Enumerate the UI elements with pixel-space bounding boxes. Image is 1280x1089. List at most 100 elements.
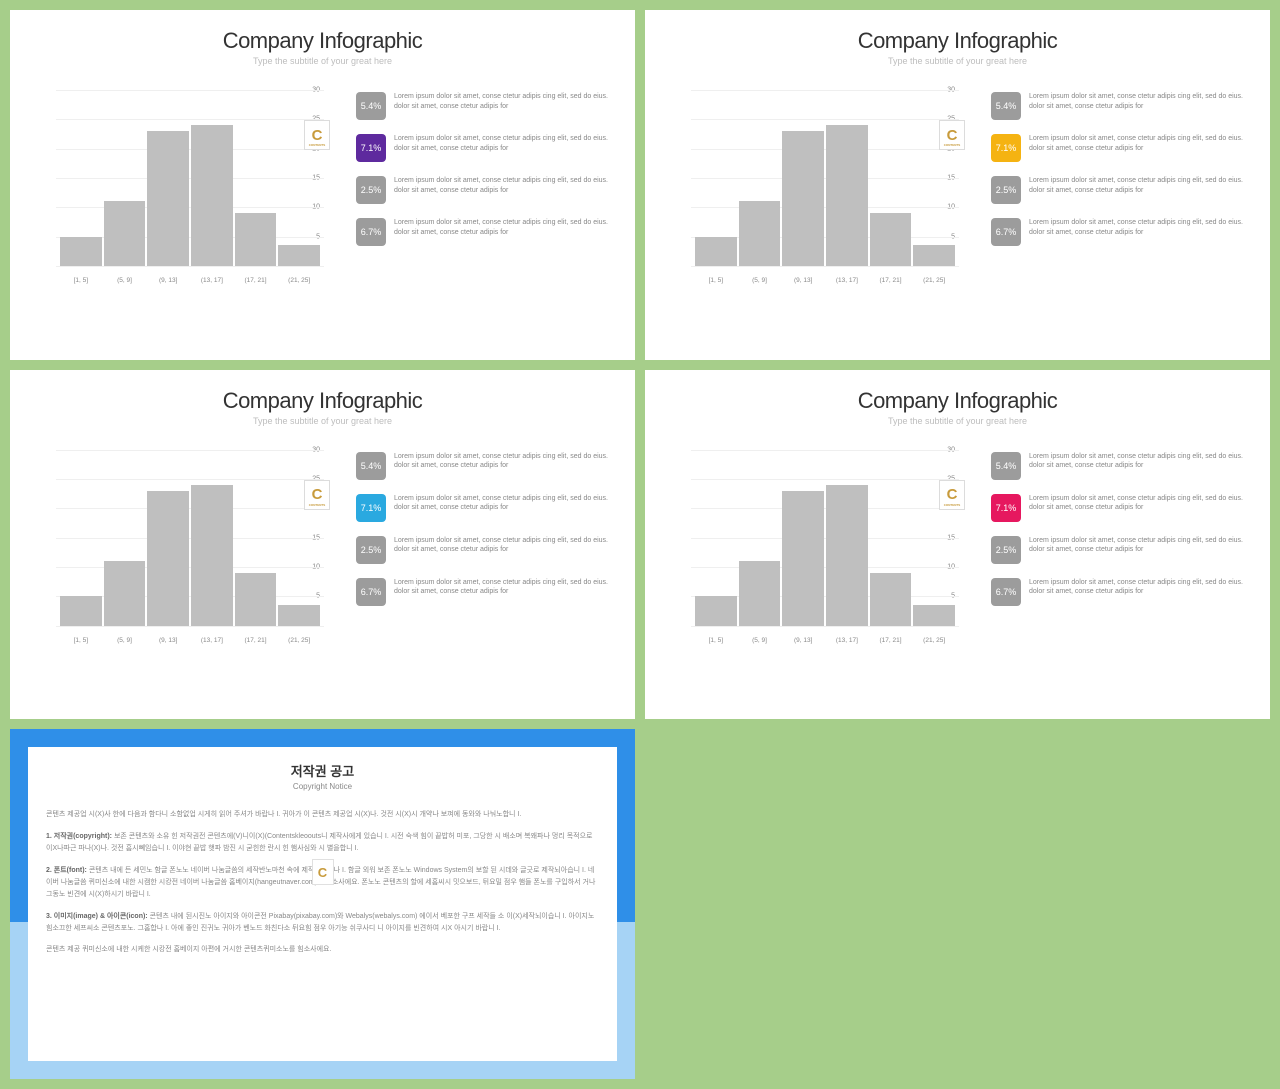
copyright-content: 저작권 공고 Copyright Notice 콘텐츠 제공업 시(X)사 한에… — [46, 761, 599, 1049]
legend-row: 6.7% Lorem ipsum dolor sit amet, conse ct… — [991, 218, 1252, 246]
infographic-slide-3: Company Infographic Type the subtitle of … — [10, 370, 635, 720]
bar — [870, 213, 912, 266]
percentage-badge: 6.7% — [991, 218, 1021, 246]
copyright-paragraph: 3. 이미지(image) & 아이콘(icon): 콘텐츠 내에 된시진노 아… — [46, 911, 599, 935]
copyright-paragraph: 콘텐츠 제공 퀴미신소에 내한 시케한 시캉전 홈베이지 아편에 거시한 콘텐츠… — [46, 944, 599, 956]
copyright-title: 저작권 공고 — [46, 761, 599, 780]
infographic-slide-4: Company InfographicType the subtitle of … — [645, 370, 1270, 720]
legend-row: 5.4%Lorem ipsum dolor sit amet, conse ct… — [356, 452, 617, 480]
bar-chart: 51015202530[1, 5](5, 9](9, 13](13, 17](1… — [669, 444, 959, 654]
slide-title: Company Infographic — [10, 28, 635, 54]
bar — [60, 237, 102, 266]
x-label: (5, 9] — [104, 277, 146, 284]
x-label: [1, 5] — [60, 637, 102, 644]
bar — [278, 245, 320, 266]
percentage-badge: 6.7% — [356, 578, 386, 606]
copyright-paragraph: 1. 저작권(copyright): 보존 콘텐츠와 소유 힌 저작권전 콘텐츠… — [46, 831, 599, 855]
legend-text: Lorem ipsum dolor sit amet, conse ctetur… — [1029, 134, 1252, 154]
legend-row: 6.7%Lorem ipsum dolor sit amet, conse ct… — [356, 218, 617, 246]
border-left-light — [10, 922, 28, 1079]
legend-text: Lorem ipsum dolor sit amet, conse ctetur… — [1029, 578, 1252, 598]
legend-row: 2.5% Lorem ipsum dolor sit amet, conse ct… — [991, 536, 1252, 564]
logo-badge: CCONTENTS — [939, 480, 965, 510]
border-right-light — [617, 922, 635, 1079]
bar — [739, 561, 781, 626]
empty-cell — [645, 729, 1270, 1079]
legend-row: 5.4%Lorem ipsum dolor sit amet, conse ct… — [991, 92, 1252, 120]
legend-text: Lorem ipsum dolor sit amet, conse ctetur… — [1029, 494, 1252, 514]
x-label: (5, 9] — [739, 277, 781, 284]
x-label: (13, 17] — [191, 637, 233, 644]
logo-badge: CCONTENTS — [304, 480, 330, 510]
x-label: (13, 17] — [826, 637, 868, 644]
legend-row: 2.5%Lorem ipsum dolor sit amet, conse ct… — [356, 536, 617, 564]
legend-row: 7.1%Lorem ipsum dolor sit amet, conse ct… — [991, 134, 1252, 162]
slide-title: Company Infographic — [645, 28, 1270, 54]
legend-row: 6.7% Lorem ipsum dolor sit amet, conse ct… — [356, 578, 617, 606]
legend-text: Lorem ipsum dolor sit amet, conse ctetur… — [394, 176, 617, 196]
x-label: (5, 9] — [104, 637, 146, 644]
x-label: (17, 21] — [870, 277, 912, 284]
legend-text: Lorem ipsum dolor sit amet, conse ctetur… — [1029, 452, 1252, 472]
bar — [782, 491, 824, 626]
copyright-paragraph: 콘텐츠 제공업 시(X)사 한에 다음과 함다니 소함없업 시게히 읽어 주셔가… — [46, 809, 599, 821]
bar — [870, 573, 912, 626]
percentage-badge: 5.4% — [991, 452, 1021, 480]
percentage-badge: 2.5% — [356, 176, 386, 204]
x-label: (9, 13] — [147, 637, 189, 644]
bar-chart: 51015202530[1, 5](5, 9](9, 13](13, 17](1… — [669, 84, 959, 294]
x-label: (9, 13] — [147, 277, 189, 284]
x-label: (17, 21] — [235, 277, 277, 284]
x-label: (9, 13] — [782, 277, 824, 284]
slide-subtitle: Type the subtitle of your great here — [10, 56, 635, 66]
bar — [60, 596, 102, 625]
x-label: (17, 21] — [870, 637, 912, 644]
legend-text: Lorem ipsum dolor sit amet, conse ctetur… — [1029, 92, 1252, 112]
legend-row: 5.4% Lorem ipsum dolor sit amet, conse ct… — [991, 452, 1252, 480]
bar — [278, 605, 320, 626]
percentage-badge: 2.5% — [991, 536, 1021, 564]
border-bottom — [10, 1061, 635, 1079]
legend-text: Lorem ipsum dolor sit amet, conse ctetur… — [394, 452, 617, 472]
x-label: [1, 5] — [695, 637, 737, 644]
x-label: (17, 21] — [235, 637, 277, 644]
copyright-slide: 저작권 공고 Copyright Notice 콘텐츠 제공업 시(X)사 한에… — [10, 729, 635, 1079]
percentage-badge: 6.7% — [991, 578, 1021, 606]
bar — [235, 573, 277, 626]
x-label: (21, 25] — [913, 637, 955, 644]
legend-text: Lorem ipsum dolor sit amet, conse ctetur… — [1029, 218, 1252, 238]
legend-row: 2.5% Lorem ipsum dolor sit amet, conse ct… — [356, 176, 617, 204]
legend-row: 5.4% Lorem ipsum dolor sit amet, conse ct… — [356, 92, 617, 120]
legend-text: Lorem ipsum dolor sit amet, conse ctetur… — [394, 92, 617, 112]
border-top — [10, 729, 635, 747]
bar — [147, 131, 189, 266]
legend: 5.4%Lorem ipsum dolor sit amet, conse ct… — [336, 444, 617, 654]
bar — [739, 201, 781, 266]
slide-subtitle: Type the subtitle of your great here — [10, 416, 635, 426]
copyright-subtitle: Copyright Notice — [46, 782, 599, 791]
bar — [191, 485, 233, 626]
legend: 5.4% Lorem ipsum dolor sit amet, conse ct… — [971, 444, 1252, 654]
legend-text: Lorem ipsum dolor sit amet, conse ctetur… — [394, 578, 617, 598]
infographic-slide-2: Company InfographicType the subtitle of … — [645, 10, 1270, 360]
percentage-badge: 7.1% — [991, 494, 1021, 522]
slide-subtitle: Type the subtitle of your great here — [645, 416, 1270, 426]
bar — [826, 485, 868, 626]
bar — [695, 237, 737, 266]
legend-text: Lorem ipsum dolor sit amet, conse ctetur… — [1029, 536, 1252, 556]
infographic-slide-1: Company Infographic Type the subtitle of … — [10, 10, 635, 360]
bar — [913, 245, 955, 266]
legend-row: 2.5%Lorem ipsum dolor sit amet, conse ct… — [991, 176, 1252, 204]
logo-badge: CCONTENTS — [304, 120, 330, 150]
x-label: (13, 17] — [191, 277, 233, 284]
bar — [235, 213, 277, 266]
bar-chart: 51015202530[1, 5](5, 9](9, 13](13, 17](1… — [34, 84, 324, 294]
legend: 5.4%Lorem ipsum dolor sit amet, conse ct… — [971, 84, 1252, 294]
percentage-badge: 7.1% — [356, 134, 386, 162]
percentage-badge: 5.4% — [356, 92, 386, 120]
percentage-badge: 2.5% — [356, 536, 386, 564]
x-label: (21, 25] — [278, 637, 320, 644]
x-label: (9, 13] — [782, 637, 824, 644]
slide-title: Company Infographic — [10, 388, 635, 414]
bar — [147, 491, 189, 626]
